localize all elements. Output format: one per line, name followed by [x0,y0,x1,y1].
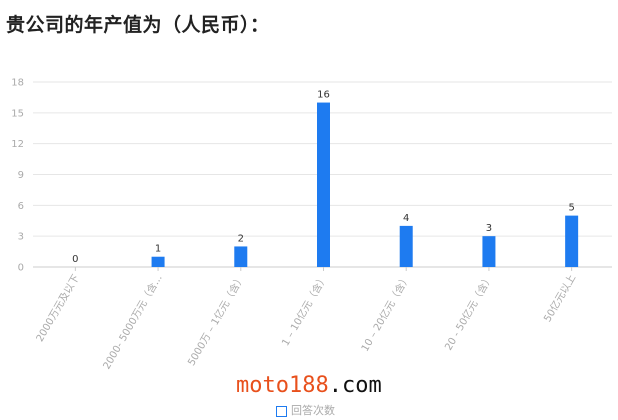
y-tick-label: 12 [11,139,24,150]
bar [482,236,496,267]
legend-swatch [276,405,287,417]
watermark-part2: .com [328,373,382,398]
x-tick-label: 50亿元以上 [541,272,579,324]
y-tick-label: 9 [18,170,24,181]
y-tick-label: 15 [11,108,24,119]
bar [565,215,579,267]
watermark-part1: moto188 [236,373,329,398]
bar [234,246,248,267]
bar [151,256,165,267]
bar [399,225,413,267]
legend[interactable]: 回答次数 [276,404,335,417]
data-label: 4 [403,213,409,224]
x-tick-label: 2000万元及以下 [34,273,82,344]
x-tick-label: 2000- 5000万元（含... [100,272,165,371]
data-label: 2 [238,233,244,244]
x-tick-label: 20 - 50亿元（含） [442,272,496,352]
y-tick-label: 0 [18,263,24,274]
bar [317,102,330,267]
data-label: 0 [72,254,78,265]
watermark: moto188.com [236,372,382,400]
chart-title: 贵公司的年产值为（人民币）： [6,14,270,36]
data-label: 16 [317,90,330,101]
data-label: 5 [568,203,574,214]
data-label: 3 [486,223,492,234]
y-tick-label: 3 [18,232,24,243]
legend-label: 回答次数 [291,404,335,417]
x-tick-label: 5000万 – 1亿元（含） [185,272,248,368]
x-tick-label: 10 – 20亿元（含） [358,272,413,354]
x-tick-label: 1 – 10亿元（含） [279,272,330,348]
data-label: 1 [155,244,161,255]
y-tick-label: 18 [11,78,24,89]
y-tick-label: 6 [18,201,24,212]
